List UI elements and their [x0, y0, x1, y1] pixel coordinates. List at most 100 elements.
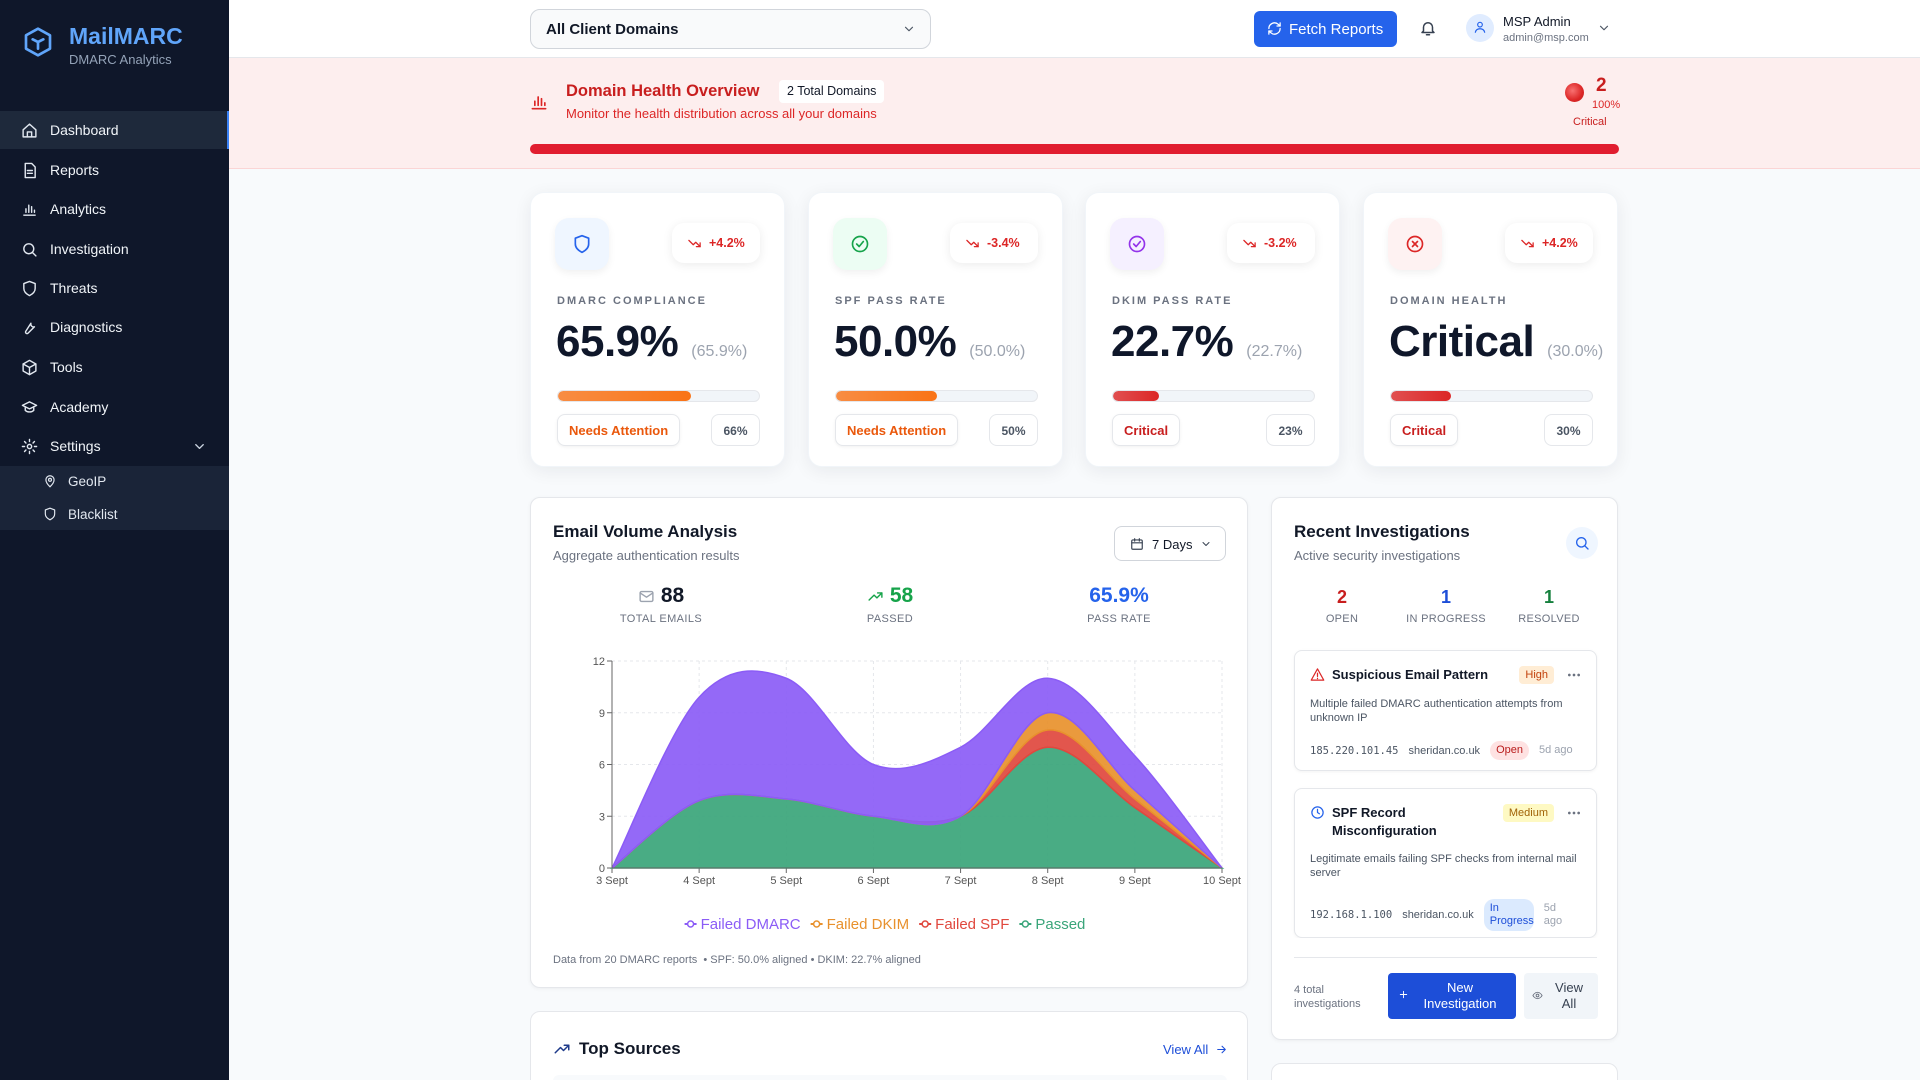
x-tick-label: 8 Sept [1032, 875, 1064, 887]
fetch-button[interactable]: Fetch Reports [1254, 11, 1397, 47]
metric-label: DMARC COMPLIANCE [557, 295, 707, 307]
stat-label: PASSED [866, 613, 914, 625]
range-select[interactable]: 7 Days [1114, 526, 1226, 561]
nav-icon [24, 162, 36, 179]
percent-pill: 66% [711, 414, 760, 446]
investigation-icon [1310, 668, 1325, 681]
metric-value-row: 50.0% (50.0%) [834, 317, 1025, 367]
nav-item[interactable]: Diagnostics [0, 308, 229, 346]
logo [24, 27, 52, 57]
x-tick-label: 4 Sept [683, 875, 715, 887]
search-button[interactable] [1566, 527, 1598, 559]
view-all-button[interactable]: View All [1524, 973, 1598, 1019]
investigation-ip: 185.220.101.45 [1310, 744, 1399, 757]
metric-value: 22.7% [1111, 317, 1234, 366]
user-email: admin@msp.com [1503, 32, 1589, 44]
change-arrow [1521, 239, 1534, 248]
progress-fill [1113, 391, 1160, 401]
view-all-link[interactable]: View All [1163, 1041, 1233, 1059]
nav-item[interactable]: Settings [0, 427, 229, 465]
progress-track [1112, 390, 1315, 402]
footnote: Data from 20 DMARC reports • SPF: 50.0% … [553, 954, 921, 966]
metric-icon-glyph [1128, 235, 1146, 253]
nav-item[interactable]: Reports [0, 151, 229, 189]
range-chevron [1202, 542, 1210, 546]
nav-item[interactable]: Analytics [0, 190, 229, 228]
nav-label: Threats [50, 280, 98, 296]
eye-icon [1532, 991, 1543, 1000]
nav-label: Investigation [50, 241, 129, 257]
x-tick-label: 9 Sept [1119, 875, 1151, 887]
banner-icon [531, 96, 547, 110]
area [611, 670, 1223, 869]
change-value: -3.4% [987, 236, 1020, 250]
brand: MailMARC [69, 23, 183, 49]
critical-label: Critical [1573, 116, 1607, 128]
progress-fill [836, 391, 937, 401]
subnav-item[interactable]: Blacklist [0, 499, 229, 529]
change-arrow [966, 239, 979, 248]
more-button [1568, 811, 1580, 815]
legend-marker [686, 920, 695, 928]
nav-icon [23, 243, 37, 257]
fetch-label: Fetch Reports [1289, 21, 1384, 38]
metric-value: Critical [1389, 317, 1535, 366]
nav-item[interactable]: Investigation [0, 230, 229, 268]
banner-badge: 2 Total Domains [779, 80, 885, 103]
metric-card: +4.2% DMARC COMPLIANCE 65.9% (65.9%) Needs A… [530, 192, 785, 467]
change-value: +4.2% [1542, 236, 1578, 250]
bell [1421, 22, 1435, 36]
count-value: 1 [1543, 587, 1554, 607]
subnav [0, 466, 229, 530]
x-tick-label: 5 Sept [770, 875, 802, 887]
investigation-title: SPF Record Misconfiguration [1332, 805, 1437, 838]
percent-pill: 50% [989, 414, 1038, 446]
nav-label: Tools [50, 359, 83, 375]
severity-pill: Medium [1502, 804, 1554, 822]
metric-value: 65.9% [556, 317, 679, 366]
stat-row: 88 [571, 584, 751, 608]
status-pill: Open [1490, 741, 1529, 760]
domain-select-text: All Client Domains [546, 21, 679, 38]
tagline: DMARC Analytics [69, 52, 172, 67]
divider [1294, 957, 1597, 958]
legend-item: Failed DKIM [810, 916, 909, 933]
y-tick-label: 12 [593, 656, 605, 668]
nav-item[interactable]: Threats [0, 269, 229, 307]
legend-marker [1021, 920, 1030, 928]
subnav-item[interactable]: GeoIP [0, 466, 229, 496]
x-tick-label: 7 Sept [945, 875, 977, 887]
panel-title: Recent Investigations [1294, 522, 1470, 541]
panel-subtitle: Aggregate authentication results [553, 548, 740, 563]
nav-item[interactable]: Tools [0, 348, 229, 386]
user-chevron [1599, 25, 1609, 31]
search-icon [1576, 537, 1589, 550]
status-pill: Needs Attention [557, 414, 681, 446]
nav-label: Diagnostics [50, 319, 123, 335]
avatar[interactable] [1466, 14, 1494, 42]
stat-icon [868, 591, 883, 601]
new-investigation-button[interactable]: New Investigation [1388, 973, 1516, 1019]
stat-row: 58 [800, 584, 980, 608]
progress-track [835, 390, 1038, 402]
change-pill: +4.2% [1505, 223, 1593, 263]
nav-icon [21, 401, 38, 413]
nav-item[interactable]: Academy [0, 388, 229, 426]
metric-card: -3.2% DKIM PASS RATE 22.7% (22.7%) Critical 2… [1085, 192, 1340, 467]
stat-label: TOTAL EMAILS [619, 613, 703, 625]
view-all-text: View All [1163, 1042, 1209, 1057]
arrow-icon [1217, 1045, 1226, 1054]
domain-select[interactable]: All Client Domains [530, 9, 931, 49]
investigation-card[interactable]: Suspicious Email Pattern High Multiple fai… [1294, 650, 1597, 771]
view-all-label: View All [1555, 980, 1583, 1011]
nav-item[interactable]: Dashboard [0, 111, 229, 149]
investigation-card[interactable]: SPF Record Misconfiguration Medium Legitim… [1294, 788, 1597, 938]
panel-subtitle: Active security investigations [1294, 548, 1461, 563]
nav-icon [22, 123, 37, 138]
investigation-time: 5d ago [1543, 902, 1563, 927]
calendar-icon [1131, 538, 1143, 550]
metric-icon [1110, 218, 1164, 270]
avatar-icon [1474, 21, 1486, 33]
